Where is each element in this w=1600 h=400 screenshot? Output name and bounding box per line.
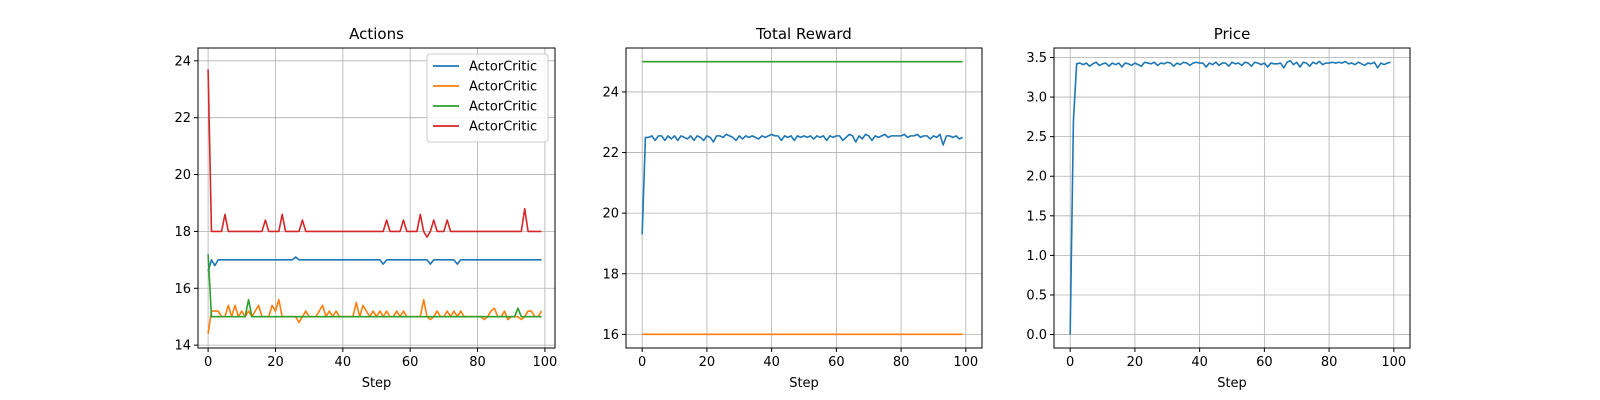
x-tick-label: 100 xyxy=(1381,355,1406,370)
legend-entry-label: ActorCritic xyxy=(469,100,537,115)
x-tick-label: 40 xyxy=(1191,355,1208,370)
x-tick-label: 0 xyxy=(638,355,646,370)
x-tick-label: 80 xyxy=(1321,355,1338,370)
y-tick-label: 2.0 xyxy=(1026,170,1047,185)
y-tick-label: 16 xyxy=(174,282,191,297)
x-tick-label: 100 xyxy=(953,355,978,370)
y-tick-label: 16 xyxy=(602,328,619,343)
y-tick-label: 3.5 xyxy=(1026,51,1047,66)
x-tick-label: 80 xyxy=(893,355,910,370)
y-tick-label: 3.0 xyxy=(1026,91,1047,106)
axes-frame xyxy=(197,47,556,349)
axes-frame xyxy=(625,47,983,349)
series-line-3 xyxy=(207,69,542,238)
legend-entry-label: ActorCritic xyxy=(469,120,537,135)
series-line-0 xyxy=(207,256,542,272)
x-tick-label: 20 xyxy=(267,355,284,370)
legend-entry-label: ActorCritic xyxy=(469,80,537,95)
x-tick-label: 20 xyxy=(699,355,716,370)
series-line-0 xyxy=(1069,59,1391,335)
x-tick-label: 60 xyxy=(1256,355,1273,370)
y-tick-label: 24 xyxy=(174,54,191,69)
y-tick-label: 0.0 xyxy=(1026,328,1047,343)
y-tick-label: 22 xyxy=(174,111,191,126)
x-tick-label: 20 xyxy=(1127,355,1144,370)
legend-box xyxy=(426,53,549,143)
chart-title: Total Reward xyxy=(755,25,852,43)
x-tick-label: 0 xyxy=(204,355,212,370)
y-tick-label: 20 xyxy=(174,168,191,183)
chart-panel-1: 0 20 40 60 80 100 16 18 20 22 24 Total Reward Step xyxy=(602,25,983,391)
y-tick-label: 0.5 xyxy=(1026,288,1047,303)
x-axis-label: Step xyxy=(362,376,392,391)
y-tick-label: 24 xyxy=(602,85,619,100)
chart-panel-2: 0 20 40 60 80 100 0.0 0.5 1.0 1.5 2.0 2.5 3.0 3.5 Pric… xyxy=(1026,25,1411,391)
chart-title: Price xyxy=(1214,25,1251,43)
y-tick-label: 22 xyxy=(602,146,619,161)
x-tick-label: 40 xyxy=(335,355,352,370)
y-tick-label: 14 xyxy=(174,339,191,354)
legend: ActorCritic ActorCritic ActorCritic ActorCr… xyxy=(426,53,549,143)
y-tick-label: 20 xyxy=(602,207,619,222)
x-tick-label: 60 xyxy=(828,355,845,370)
x-axis-label: Step xyxy=(1217,376,1247,391)
y-tick-label: 18 xyxy=(174,225,191,240)
y-tick-label: 1.0 xyxy=(1026,249,1047,264)
x-axis-label: Step xyxy=(789,376,819,391)
x-tick-label: 40 xyxy=(763,355,780,370)
legend-entry-label: ActorCritic xyxy=(469,60,537,75)
y-tick-label: 18 xyxy=(602,267,619,282)
series-line-2 xyxy=(207,254,542,318)
axes-frame xyxy=(1053,47,1411,349)
x-tick-label: 80 xyxy=(469,355,486,370)
series-line-0 xyxy=(641,133,963,235)
chart-title: Actions xyxy=(349,25,404,43)
x-tick-label: 100 xyxy=(532,355,557,370)
x-tick-label: 60 xyxy=(402,355,419,370)
y-tick-label: 1.5 xyxy=(1026,209,1047,224)
y-tick-label: 2.5 xyxy=(1026,130,1047,145)
x-tick-label: 0 xyxy=(1066,355,1074,370)
chart-panel-0: 0 20 40 60 80 100 14 16 18 20 22 24 Actions Step Actor… xyxy=(174,25,557,391)
